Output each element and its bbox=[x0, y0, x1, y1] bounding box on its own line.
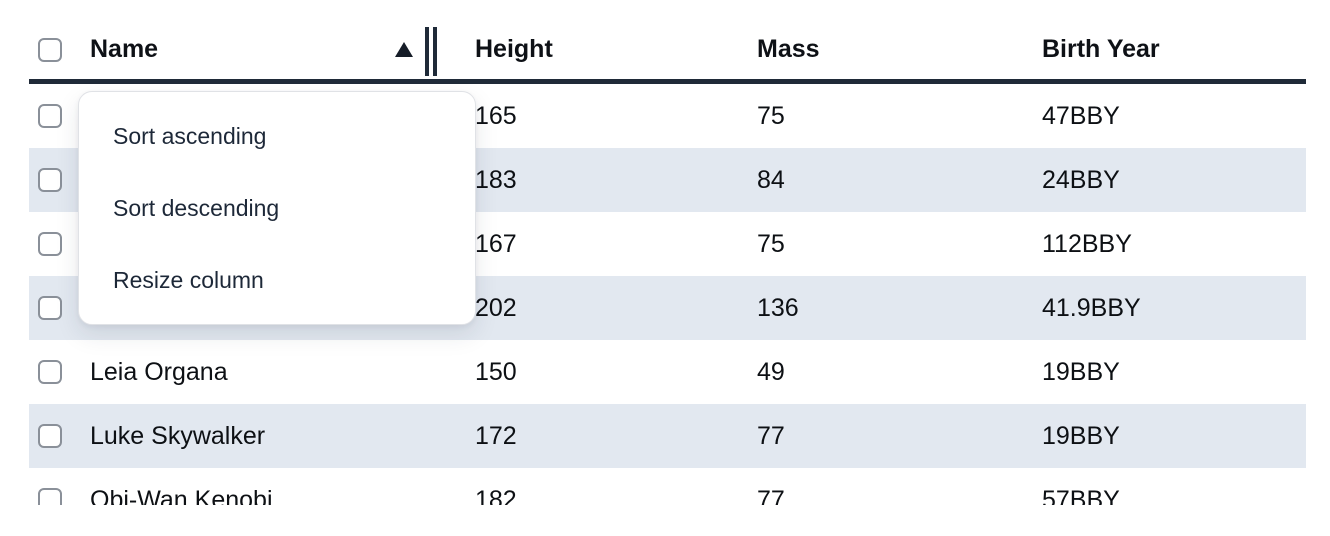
cell-birth-year: 41.9BBY bbox=[1042, 293, 1141, 322]
select-all-checkbox[interactable] bbox=[38, 37, 62, 62]
row-checkbox[interactable] bbox=[38, 424, 62, 448]
cell-mass: 75 bbox=[757, 101, 785, 130]
table-row: Obi-Wan Kenobi 182 77 57BBY bbox=[29, 468, 1306, 505]
sort-ascending-icon bbox=[395, 42, 413, 57]
cell-birth-year: 19BBY bbox=[1042, 357, 1120, 386]
column-header-height[interactable]: Height bbox=[475, 20, 757, 79]
cell-height: 183 bbox=[475, 165, 517, 194]
column-header-mass-label: Mass bbox=[757, 35, 820, 63]
column-header-birth-year[interactable]: Birth Year bbox=[1042, 20, 1306, 79]
row-checkbox[interactable] bbox=[38, 360, 62, 384]
menu-item-sort-ascending[interactable]: Sort ascending bbox=[113, 122, 267, 149]
cell-mass: 84 bbox=[757, 165, 785, 194]
cell-mass: 49 bbox=[757, 357, 785, 386]
select-all-cell bbox=[29, 20, 90, 79]
cell-mass: 75 bbox=[757, 229, 785, 258]
table-row: Luke Skywalker 172 77 19BBY bbox=[29, 404, 1306, 468]
cell-height: 167 bbox=[475, 229, 517, 258]
column-header-height-label: Height bbox=[475, 35, 553, 63]
cell-birth-year: 19BBY bbox=[1042, 421, 1120, 450]
cell-mass: 77 bbox=[757, 421, 785, 450]
column-header-menu: Sort ascending Sort descending Resize co… bbox=[78, 91, 476, 325]
cell-height: 150 bbox=[475, 357, 517, 386]
cell-birth-year: 112BBY bbox=[1042, 229, 1132, 258]
cell-height: 202 bbox=[475, 293, 517, 322]
column-header-name[interactable]: Name bbox=[90, 20, 475, 79]
table-row: Leia Organa 150 49 19BBY bbox=[29, 340, 1306, 404]
menu-item-sort-descending[interactable]: Sort descending bbox=[113, 194, 280, 221]
cell-birth-year: 24BBY bbox=[1042, 165, 1120, 194]
column-resize-handle[interactable] bbox=[425, 27, 437, 76]
row-checkbox[interactable] bbox=[38, 104, 62, 128]
menu-item-resize-column[interactable]: Resize column bbox=[113, 266, 264, 293]
cell-height: 172 bbox=[475, 421, 517, 450]
cell-mass: 77 bbox=[757, 485, 785, 506]
cell-name: Leia Organa bbox=[90, 357, 228, 386]
row-checkbox[interactable] bbox=[38, 296, 62, 320]
cell-name: Luke Skywalker bbox=[90, 421, 266, 450]
resize-bar-icon bbox=[425, 27, 429, 76]
table-header-row: Name Height Mass Birth Year bbox=[29, 20, 1306, 84]
cell-birth-year: 57BBY bbox=[1042, 485, 1120, 506]
row-checkbox[interactable] bbox=[38, 232, 62, 256]
row-checkbox[interactable] bbox=[38, 168, 62, 192]
cell-height: 165 bbox=[475, 101, 517, 130]
cell-mass: 136 bbox=[757, 293, 799, 322]
resize-bar-icon bbox=[433, 27, 437, 76]
row-checkbox[interactable] bbox=[38, 488, 62, 505]
column-header-name-label: Name bbox=[90, 35, 159, 63]
cell-height: 182 bbox=[475, 485, 517, 506]
column-header-mass[interactable]: Mass bbox=[757, 20, 1042, 79]
cell-name: Obi-Wan Kenobi bbox=[90, 485, 273, 506]
column-header-birth-year-label: Birth Year bbox=[1042, 35, 1160, 63]
cell-birth-year: 47BBY bbox=[1042, 101, 1120, 130]
